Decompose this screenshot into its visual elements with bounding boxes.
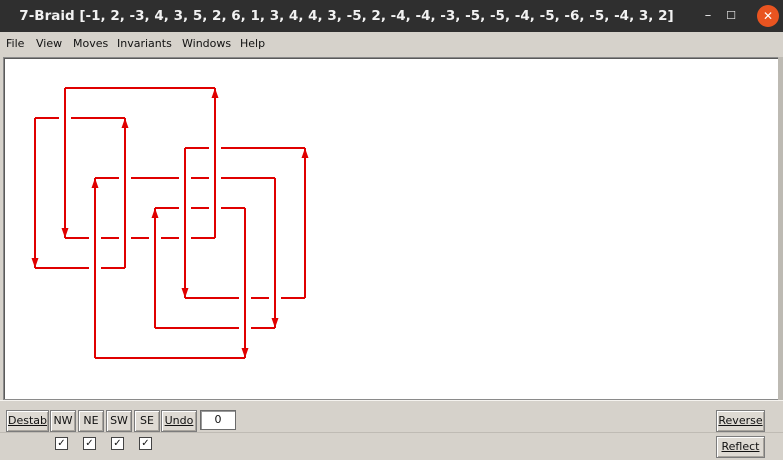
- sw-checkbox[interactable]: ✓: [111, 437, 124, 450]
- undo-count-field[interactable]: 0: [200, 410, 236, 430]
- menu-moves[interactable]: Moves: [73, 37, 109, 50]
- se-button[interactable]: SE: [134, 410, 160, 432]
- reverse-button[interactable]: Reverse: [716, 410, 765, 432]
- sw-button[interactable]: SW: [106, 410, 132, 432]
- nw-button[interactable]: NW: [50, 410, 76, 432]
- menu-invariants[interactable]: Invariants: [117, 37, 172, 50]
- maximize-icon[interactable]: ☐: [726, 9, 736, 22]
- grid-diagram-canvas[interactable]: [3, 57, 779, 400]
- minimize-icon[interactable]: –: [704, 8, 712, 23]
- menu-help[interactable]: Help: [240, 37, 266, 50]
- window-title: 7-Braid [-1, 2, -3, 4, 3, 5, 2, 6, 1, 3,…: [19, 8, 674, 24]
- close-icon[interactable]: ✕: [757, 5, 779, 27]
- undo-button[interactable]: Undo: [161, 410, 197, 432]
- arrowheads: [31, 88, 309, 358]
- menu-view[interactable]: View: [36, 37, 63, 50]
- se-checkbox[interactable]: ✓: [139, 437, 152, 450]
- ne-checkbox[interactable]: ✓: [83, 437, 96, 450]
- menu-bar: File View Moves Invariants Windows Help: [0, 32, 783, 55]
- horizontal-segments: [35, 87, 305, 359]
- toolbar-divider: [0, 432, 783, 433]
- scrollbar[interactable]: [778, 57, 783, 400]
- ne-button[interactable]: NE: [78, 410, 104, 432]
- nw-checkbox[interactable]: ✓: [55, 437, 68, 450]
- menu-windows[interactable]: Windows: [182, 37, 232, 50]
- destab-button[interactable]: Destab: [6, 410, 49, 432]
- title-bar: 7-Braid [-1, 2, -3, 4, 3, 5, 2, 6, 1, 3,…: [0, 0, 783, 32]
- menu-file[interactable]: File: [6, 37, 25, 50]
- reflect-button[interactable]: Reflect: [716, 436, 765, 458]
- vertical-segments: [34, 88, 306, 358]
